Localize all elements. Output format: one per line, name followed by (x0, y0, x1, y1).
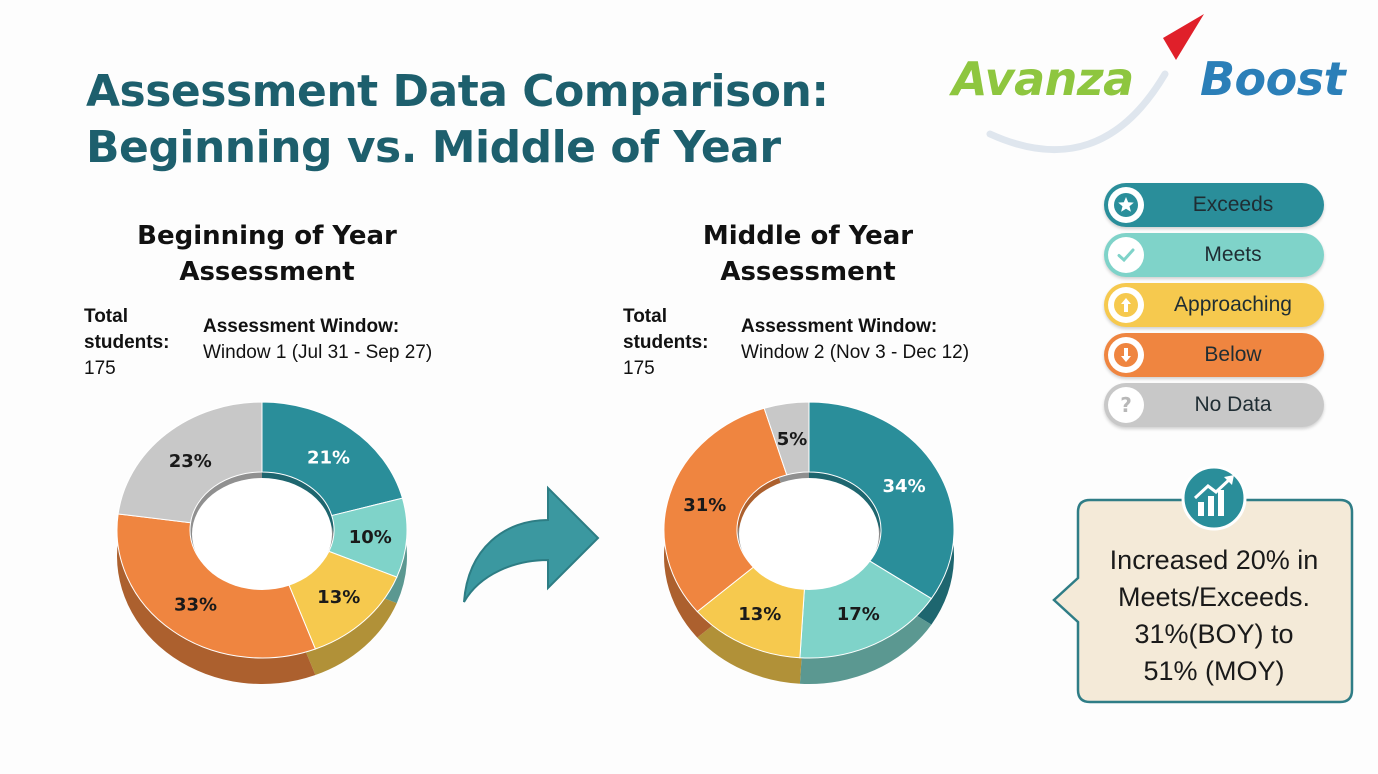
boy-window-label: Assessment Window: (203, 316, 400, 337)
avanza-boost-logo: Avanza Boost (950, 14, 1360, 164)
callout-line4: 51% (MOY) (1143, 656, 1285, 686)
arrow-down-icon (1108, 337, 1144, 373)
logo-swoosh (986, 14, 1204, 154)
moy-total-label-line2: students: (623, 332, 709, 353)
moy-total-students: Total students: 175 (623, 304, 709, 382)
moy-slice-below (663, 407, 788, 613)
legend-label-approaching: Approaching (1174, 293, 1292, 316)
boy-label-exceeds: 21% (307, 448, 350, 469)
star-icon (1108, 187, 1144, 223)
boy-assessment-window: Assessment Window: Window 1 (Jul 31 - Se… (203, 314, 432, 366)
moy-title-line2: Assessment (720, 257, 896, 287)
callout-line1: Increased 20% in (1109, 545, 1319, 575)
legend-item-meets: Meets (1104, 233, 1324, 277)
boy-slice-exceeds (261, 401, 404, 517)
legend-label-meets: Meets (1204, 243, 1262, 266)
moy-label-approaching: 13% (738, 604, 781, 625)
legend-item-approaching: Approaching (1104, 283, 1324, 327)
curved-arrow-icon (463, 485, 600, 603)
legend-label-below: Below (1204, 343, 1262, 366)
moy-total-value: 175 (623, 358, 655, 379)
page-title-line1: Assessment Data Comparison: (86, 66, 829, 117)
moy-slice-exceeds (808, 401, 955, 600)
logo-avanza-text: Avanza (952, 52, 1134, 106)
boy-label-below: 33% (174, 594, 217, 615)
boy-label-approaching: 13% (317, 587, 360, 608)
boy-hole (192, 478, 332, 590)
boy-chart-title: Beginning of Year Assessment (107, 218, 427, 290)
page-title-line2: Beginning vs. Middle of Year (86, 122, 781, 173)
moy-label-meets: 17% (837, 604, 880, 625)
moy-assessment-window: Assessment Window: Window 2 (Nov 3 - Dec… (741, 314, 969, 366)
moy-label-below: 31% (683, 495, 726, 516)
moy-label-no-data: 5% (777, 429, 808, 450)
legend-label-no-data: No Data (1194, 393, 1272, 416)
boy-total-students: Total students: 175 (84, 304, 170, 382)
boy-total-label-line2: students: (84, 332, 170, 353)
moy-window-value: Window 2 (Nov 3 - Dec 12) (741, 342, 970, 363)
logo-swoosh-arc (986, 70, 1169, 154)
question-icon: ? (1108, 387, 1144, 423)
callout-line2: Meets/Exceeds. (1117, 582, 1311, 612)
boy-label-no-data: 23% (169, 451, 212, 472)
logo-swoosh-tip (1163, 14, 1204, 60)
moy-chart-title: Middle of Year Assessment (648, 218, 968, 290)
callout-line3: 31%(BOY) to (1134, 619, 1294, 649)
boy-donut-chart: 21% 10% 13% 33% 23% (116, 401, 408, 684)
growth-chart-icon (1181, 465, 1247, 531)
boy-title-line2: Assessment (179, 257, 355, 287)
legend-item-no-data: ? No Data (1104, 383, 1324, 427)
callout-box (1052, 465, 1354, 704)
moy-hole (739, 478, 879, 590)
check-icon (1108, 237, 1144, 273)
boy-title-line1: Beginning of Year (137, 221, 397, 251)
arrow-up-icon (1108, 287, 1144, 323)
legend-item-below: Below (1104, 333, 1324, 377)
moy-slice-no-data (763, 401, 810, 476)
boy-total-value: 175 (84, 358, 116, 379)
legend-label-exceeds: Exceeds (1192, 193, 1274, 216)
boy-window-value: Window 1 (Jul 31 - Sep 27) (203, 342, 433, 363)
page-title: Assessment Data Comparison: Beginning vs… (86, 64, 829, 176)
moy-label-exceeds: 34% (883, 476, 926, 497)
boy-slice-no-data (117, 401, 263, 524)
legend: Exceeds Meets Approaching Below ? No Dat… (1104, 183, 1324, 433)
svg-text:?: ? (1120, 393, 1132, 417)
legend-item-exceeds: Exceeds (1104, 183, 1324, 227)
moy-donut-chart: 34% 17% 13% 31% 5% (663, 401, 955, 684)
logo-boost-text: Boost (1200, 52, 1346, 106)
boy-total-label-line1: Total (84, 306, 128, 327)
callout-bubble (1052, 498, 1354, 704)
boy-label-meets: 10% (349, 527, 392, 548)
moy-total-label-line1: Total (623, 306, 667, 327)
callout-text: Increased 20% in Meets/Exceeds. 31%(BOY)… (1078, 542, 1350, 690)
moy-window-label: Assessment Window: (741, 316, 938, 337)
moy-title-line1: Middle of Year (702, 221, 914, 251)
